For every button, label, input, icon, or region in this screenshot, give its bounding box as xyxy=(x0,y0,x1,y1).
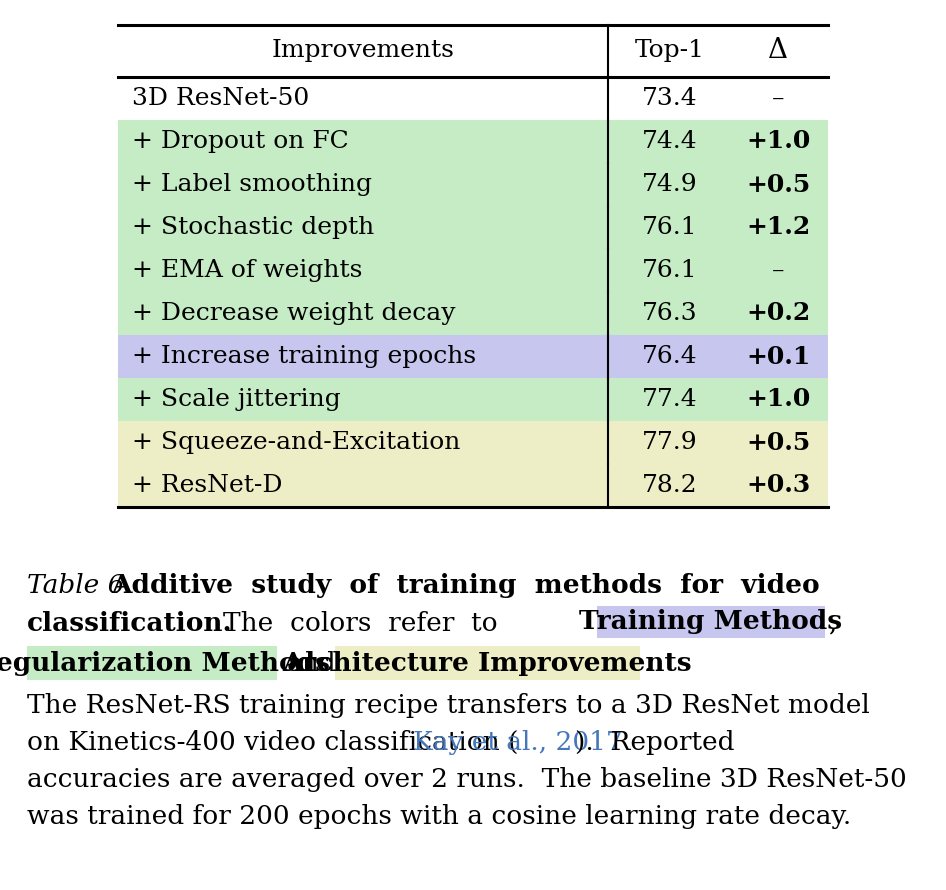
Text: + EMA of weights: + EMA of weights xyxy=(132,259,362,282)
Text: accuracies are averaged over 2 runs.  The baseline 3D ResNet-50: accuracies are averaged over 2 runs. The… xyxy=(27,767,907,792)
Text: Δ: Δ xyxy=(768,37,788,64)
Bar xyxy=(118,421,828,464)
Text: on Kinetics-400 video classification (: on Kinetics-400 video classification ( xyxy=(27,730,518,755)
Bar xyxy=(118,378,828,421)
Text: + Stochastic depth: + Stochastic depth xyxy=(132,216,375,239)
Bar xyxy=(118,249,828,292)
Text: +0.5: +0.5 xyxy=(745,431,810,455)
Text: Improvements: Improvements xyxy=(272,39,454,62)
Bar xyxy=(118,206,828,249)
Bar xyxy=(27,646,277,680)
Text: 3D ResNet-50: 3D ResNet-50 xyxy=(132,87,309,110)
Text: Kay et al., 2017: Kay et al., 2017 xyxy=(412,730,622,755)
Text: 74.9: 74.9 xyxy=(642,173,698,196)
Text: 73.4: 73.4 xyxy=(642,87,698,110)
Text: + Scale jittering: + Scale jittering xyxy=(132,388,341,411)
Text: 77.4: 77.4 xyxy=(642,388,698,411)
Text: was trained for 200 epochs with a cosine learning rate decay.: was trained for 200 epochs with a cosine… xyxy=(27,804,851,829)
Bar xyxy=(118,335,828,378)
Text: –: – xyxy=(772,87,784,110)
Text: +0.5: +0.5 xyxy=(745,173,810,197)
Text: + Decrease weight decay: + Decrease weight decay xyxy=(132,302,456,325)
Text: The  colors  refer  to: The colors refer to xyxy=(223,611,498,636)
Bar xyxy=(118,163,828,206)
Text: + Increase training epochs: + Increase training epochs xyxy=(132,345,476,368)
Bar xyxy=(118,120,828,163)
Text: 76.1: 76.1 xyxy=(642,216,698,239)
Bar xyxy=(118,464,828,507)
Text: 76.1: 76.1 xyxy=(642,259,698,282)
Text: Regularization Methods: Regularization Methods xyxy=(0,651,330,676)
Text: + Label smoothing: + Label smoothing xyxy=(132,173,372,196)
Text: ).  Reported: ). Reported xyxy=(575,730,735,755)
Text: +1.2: +1.2 xyxy=(745,215,810,239)
Text: + ResNet-D: + ResNet-D xyxy=(132,474,283,497)
Text: 77.9: 77.9 xyxy=(642,431,698,454)
Text: –: – xyxy=(772,259,784,282)
Text: +0.1: +0.1 xyxy=(745,344,810,368)
Text: 76.4: 76.4 xyxy=(642,345,698,368)
Text: Architecture Improvements: Architecture Improvements xyxy=(283,651,692,676)
Text: .: . xyxy=(643,651,652,676)
Bar xyxy=(118,292,828,335)
Text: + Squeeze-and-Excitation: + Squeeze-and-Excitation xyxy=(132,431,461,454)
Text: ,: , xyxy=(828,611,836,636)
Text: +1.0: +1.0 xyxy=(745,387,810,411)
Text: +0.3: +0.3 xyxy=(745,473,810,498)
Bar xyxy=(335,646,640,680)
Text: 76.3: 76.3 xyxy=(642,302,698,325)
Text: 74.4: 74.4 xyxy=(642,130,698,153)
Text: Training Methods: Training Methods xyxy=(580,610,843,635)
Text: Additive  study  of  training  methods  for  video: Additive study of training methods for v… xyxy=(111,573,819,598)
Text: + Dropout on FC: + Dropout on FC xyxy=(132,130,349,153)
Bar xyxy=(118,77,828,120)
Text: 78.2: 78.2 xyxy=(642,474,698,497)
Text: +1.0: +1.0 xyxy=(745,130,810,153)
Text: and: and xyxy=(287,651,337,676)
Text: classification.: classification. xyxy=(27,611,233,636)
Text: Table 6.: Table 6. xyxy=(27,573,132,598)
Text: Top-1: Top-1 xyxy=(635,39,705,62)
Text: +0.2: +0.2 xyxy=(745,302,810,326)
Bar xyxy=(597,606,825,638)
Text: The ResNet-RS training recipe transfers to a 3D ResNet model: The ResNet-RS training recipe transfers … xyxy=(27,693,869,718)
